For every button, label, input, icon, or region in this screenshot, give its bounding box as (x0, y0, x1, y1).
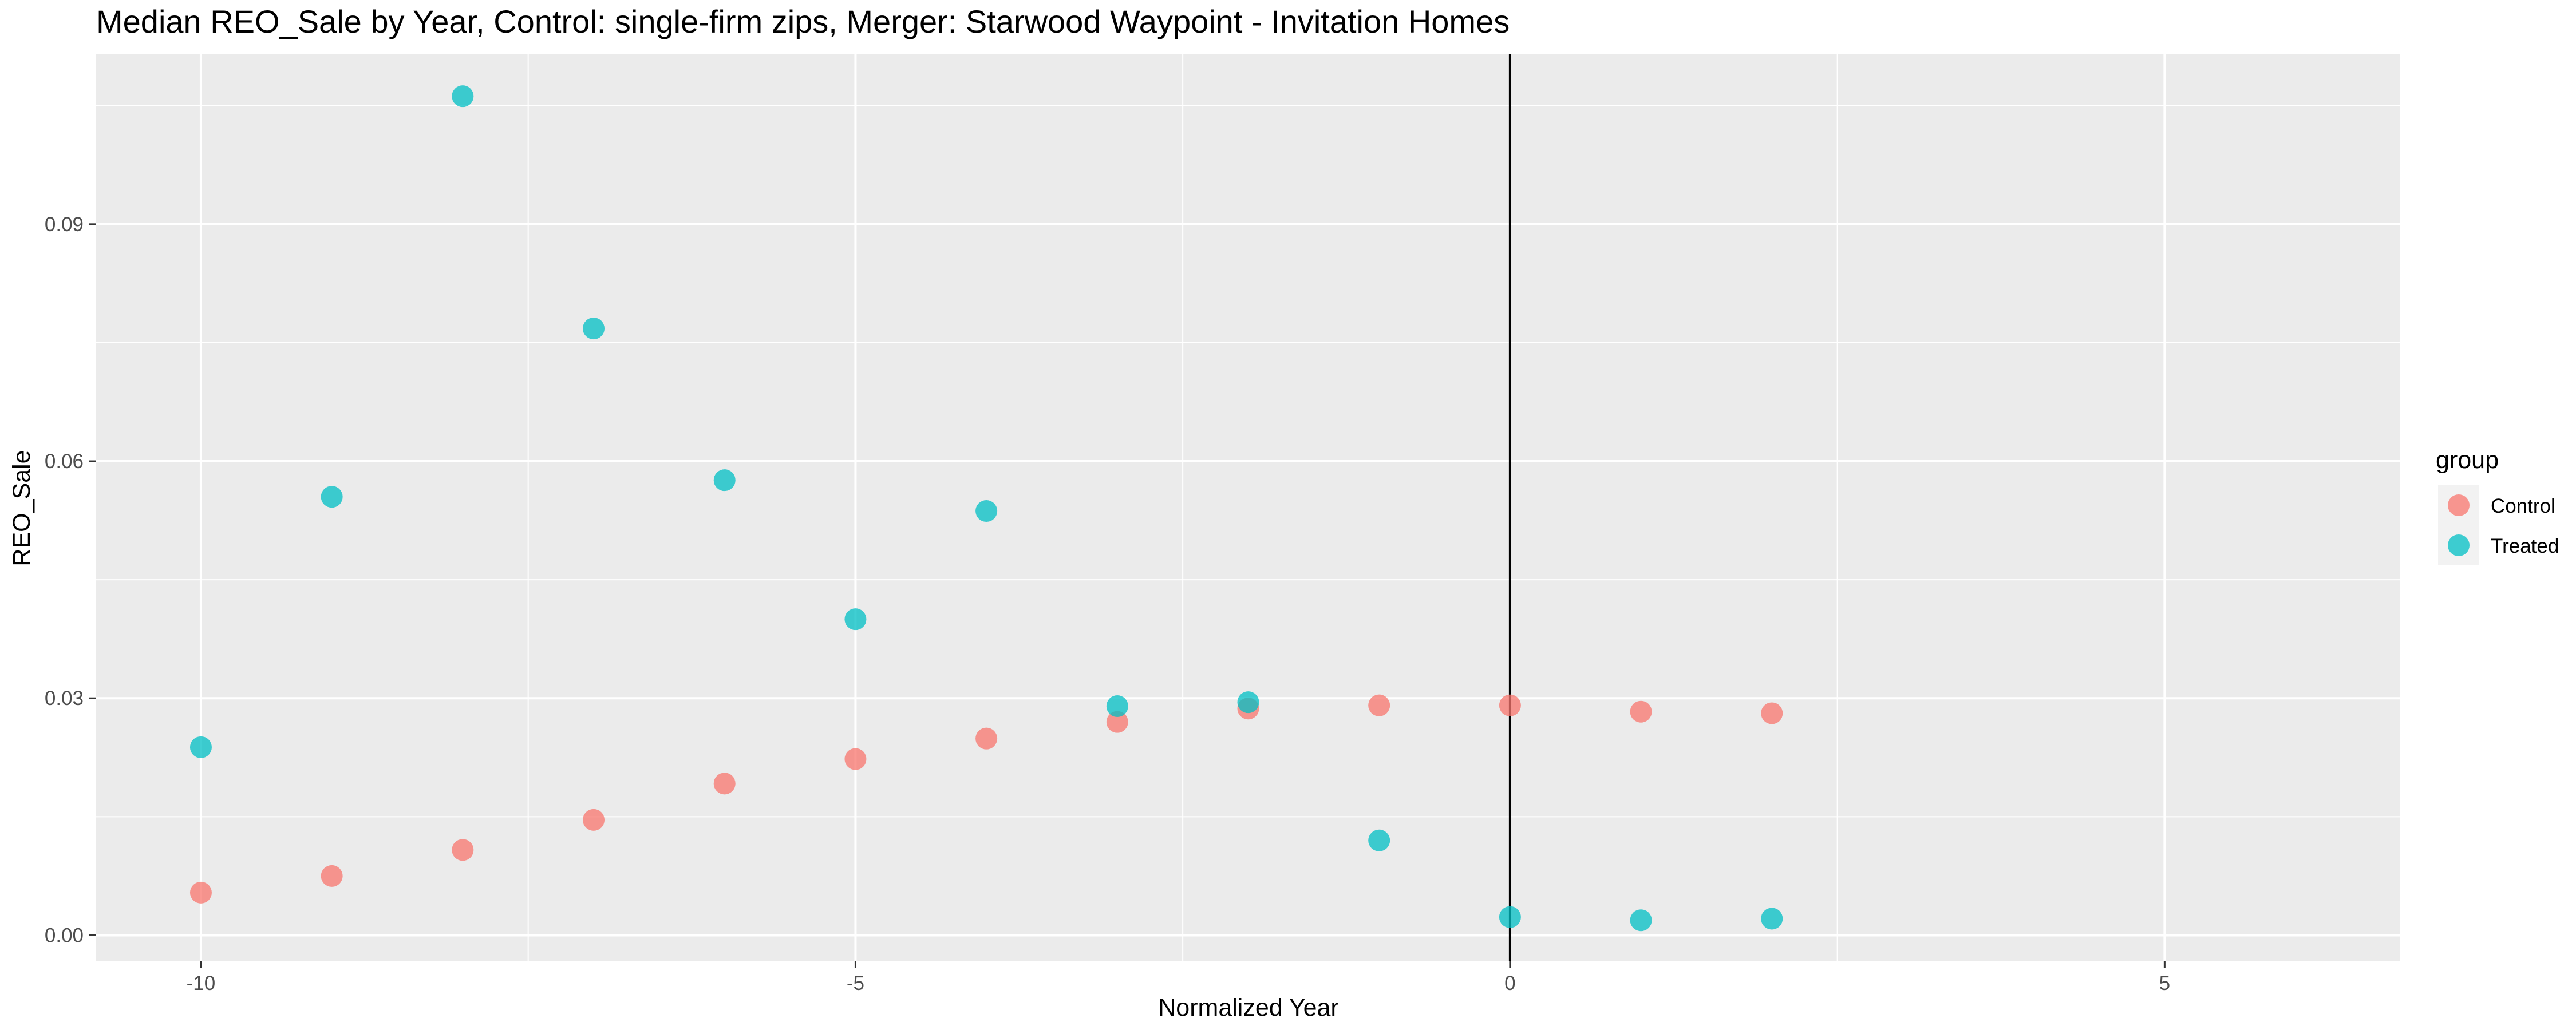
data-point-treated (713, 469, 736, 492)
data-point-treated (1237, 691, 1259, 714)
data-point-treated (1106, 695, 1128, 718)
data-point-control (1630, 700, 1652, 723)
data-point-treated (975, 500, 998, 522)
data-point-control (844, 748, 867, 770)
data-points (189, 85, 1783, 932)
data-point-control (1368, 694, 1390, 716)
data-point-treated (1368, 829, 1390, 851)
data-point-control (1499, 694, 1521, 716)
plot-panel (96, 54, 2400, 961)
panel-background (96, 54, 2400, 961)
y-tick-label: 0.06 (45, 450, 84, 473)
data-point-treated (452, 85, 474, 108)
data-point-control (452, 839, 474, 861)
data-point-control (713, 772, 736, 795)
y-tick-label: 0.03 (45, 687, 84, 710)
legend-swatch-control (2448, 494, 2470, 516)
data-point-control (1106, 711, 1128, 733)
legend-label-control: Control (2491, 495, 2555, 517)
axes: -10 -5 0 5 0.00 0.03 0.06 0.09 (45, 213, 2170, 995)
legend-swatch-treated (2448, 534, 2470, 556)
data-point-control (321, 865, 343, 887)
data-point-treated (1499, 906, 1521, 928)
legend-label-treated: Treated (2491, 535, 2559, 557)
x-tick-label: 0 (1504, 972, 1515, 995)
data-point-treated (583, 318, 605, 340)
y-axis-label: REO_Sale (8, 450, 35, 566)
data-point-treated (321, 486, 343, 508)
x-tick-label: -5 (847, 972, 864, 995)
data-point-control (583, 809, 605, 831)
data-point-control (975, 727, 998, 750)
x-tick-label: -10 (187, 972, 216, 995)
data-point-control (189, 881, 212, 904)
legend: group Control Treated (2436, 446, 2559, 565)
x-tick-label: 5 (2159, 972, 2170, 995)
data-point-treated (189, 736, 212, 758)
data-point-control (1761, 702, 1783, 724)
data-point-treated (844, 608, 867, 631)
chart-title: Median REO_Sale by Year, Control: single… (96, 3, 1510, 39)
data-point-treated (1761, 908, 1783, 930)
legend-title: group (2436, 446, 2499, 474)
y-tick-label: 0.00 (45, 924, 84, 946)
x-axis-label: Normalized Year (1158, 994, 1339, 1021)
y-tick-label: 0.09 (45, 213, 84, 236)
data-point-treated (1630, 909, 1652, 932)
